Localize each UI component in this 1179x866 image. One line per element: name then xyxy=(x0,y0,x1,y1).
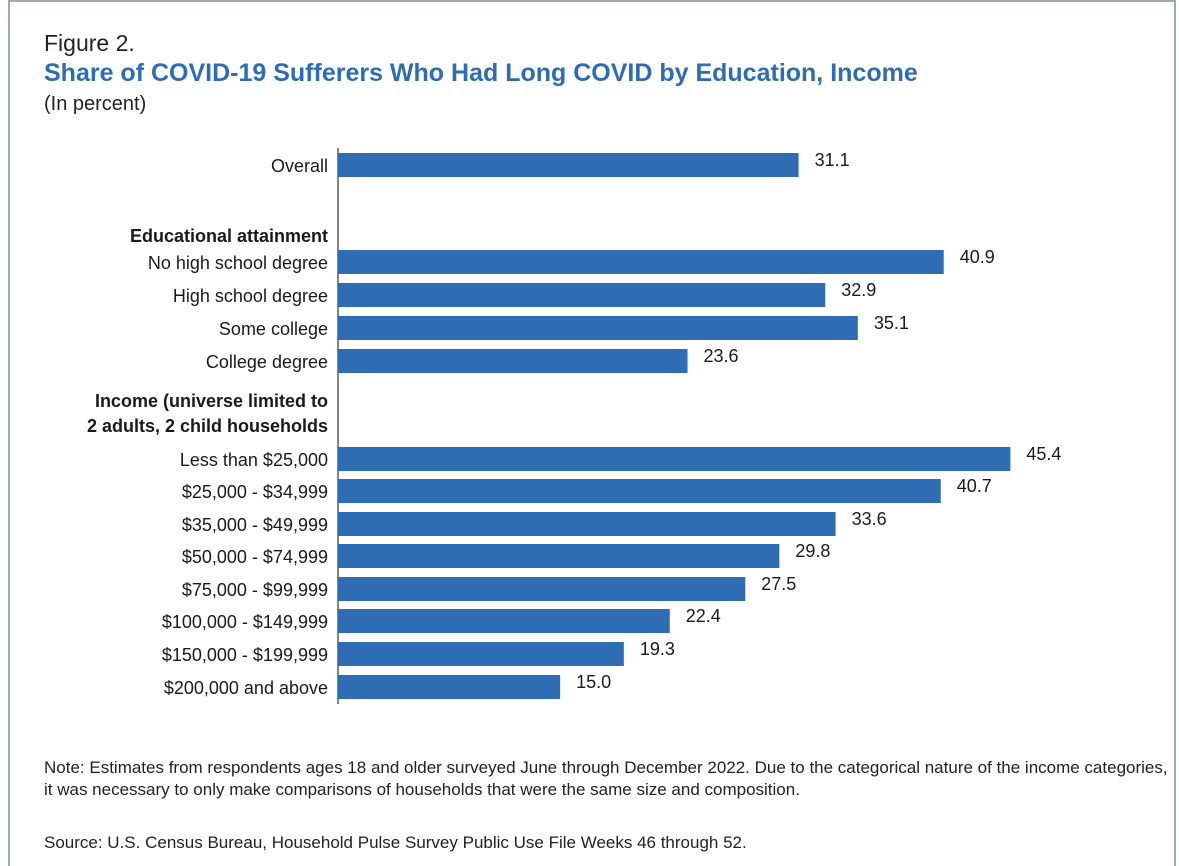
bar xyxy=(338,675,561,699)
bar xyxy=(338,153,799,177)
group-heading-line2: 2 adults, 2 child households xyxy=(87,416,328,436)
chart-note: Note: Estimates from respondents ages 18… xyxy=(44,758,1168,799)
chart-subtitle: (In percent) xyxy=(44,93,147,115)
bar xyxy=(338,283,826,307)
data-label: 45.4 xyxy=(1026,444,1061,464)
category-label: No high school degree xyxy=(148,253,328,273)
data-label: 32.9 xyxy=(841,280,876,300)
group-heading: Income (universe limited to xyxy=(95,391,328,411)
data-label: 19.3 xyxy=(640,639,675,659)
bar xyxy=(338,316,858,340)
data-label: 27.5 xyxy=(761,574,796,594)
data-label: 40.9 xyxy=(960,247,995,267)
bar xyxy=(338,349,688,373)
category-label: $150,000 - $199,999 xyxy=(162,645,328,665)
bar xyxy=(338,609,670,633)
data-label: 33.6 xyxy=(852,509,887,529)
category-label: College degree xyxy=(206,352,328,372)
category-label: High school degree xyxy=(173,286,328,306)
figure-label: Figure 2. xyxy=(44,30,135,56)
group-heading: Educational attainment xyxy=(130,226,328,246)
bar-chart: Overall 31.1 Educational attainment No high… xyxy=(87,148,1061,704)
category-label: $100,000 - $149,999 xyxy=(162,612,328,632)
category-label: $50,000 - $74,999 xyxy=(182,547,328,567)
data-label: 31.1 xyxy=(815,150,850,170)
bar xyxy=(338,250,944,274)
bar xyxy=(338,642,624,666)
data-label: 40.7 xyxy=(957,476,992,496)
data-label: 35.1 xyxy=(874,313,909,333)
figure-frame xyxy=(8,0,1176,866)
data-label: 29.8 xyxy=(795,541,830,561)
bar xyxy=(338,544,780,568)
category-label: $200,000 and above xyxy=(164,678,328,698)
data-label: 22.4 xyxy=(686,606,721,626)
bar xyxy=(338,577,746,601)
bar xyxy=(338,447,1011,471)
chart-title: Share of COVID-19 Sufferers Who Had Long… xyxy=(44,59,918,87)
category-label: Less than $25,000 xyxy=(180,450,328,470)
category-label: $25,000 - $34,999 xyxy=(182,482,328,502)
bar xyxy=(338,479,941,503)
category-label: Some college xyxy=(219,319,328,339)
chart-source: Source: U.S. Census Bureau, Household Pu… xyxy=(44,833,747,852)
category-label: $35,000 - $49,999 xyxy=(182,515,328,535)
category-label: Overall xyxy=(271,156,328,176)
bar xyxy=(338,512,836,536)
data-label: 15.0 xyxy=(576,672,611,692)
data-label: 23.6 xyxy=(704,346,739,366)
category-label: $75,000 - $99,999 xyxy=(182,580,328,600)
